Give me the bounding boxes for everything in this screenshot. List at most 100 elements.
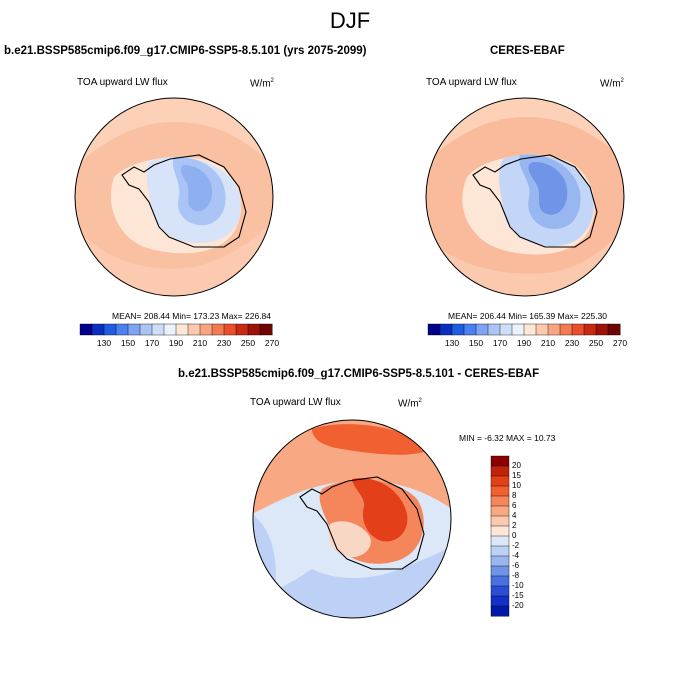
model-colorbar-segment: [103, 323, 117, 336]
model-colorbar-segment: [127, 323, 141, 336]
obs-colorbar-segment: [607, 323, 621, 336]
diff-colorbar-segment: [490, 535, 510, 547]
diff-colorbar-tick-label: -8: [512, 571, 520, 580]
obs-colorbar-segment: [511, 323, 525, 336]
obs-polar-map: [425, 97, 625, 297]
obs-colorbar-tick-label: 150: [468, 338, 484, 348]
model-colorbar-tick-label: 170: [144, 338, 160, 348]
diff-polar-map: [252, 419, 452, 619]
model-units-label: W/m2: [250, 78, 274, 90]
diff-colorbar-segment: [490, 525, 510, 537]
diff-colorbar-tick-label: 2: [512, 521, 517, 530]
obs-colorbar-segment: [535, 323, 549, 336]
obs-colorbar-tick-label: 270: [612, 338, 628, 348]
diff-colorbar-tick-label: -4: [512, 551, 520, 560]
diff-colorbar-tick-label: 20: [512, 461, 521, 470]
diff-units-label: W/m2: [398, 398, 422, 410]
obs-colorbar-tick-label: 230: [564, 338, 580, 348]
model-colorbar-segment: [235, 323, 249, 336]
obs-colorbar-segment: [439, 323, 453, 336]
obs-variable-label: TOA upward LW flux: [426, 77, 517, 88]
diff-colorbar-segment: [490, 505, 510, 517]
diff-colorbar-tick-label: -2: [512, 541, 520, 550]
model-colorbar-segment: [187, 323, 201, 336]
model-colorbar-tick-label: 150: [120, 338, 136, 348]
diff-colorbar-tick-label: 10: [512, 481, 521, 490]
diff-coastline: [299, 476, 425, 570]
obs-colorbar-segment: [487, 323, 501, 336]
diff-colorbar: [490, 455, 510, 617]
model-colorbar-segment: [175, 323, 189, 336]
obs-colorbar-segment: [547, 323, 561, 336]
model-colorbar-segment: [199, 323, 213, 336]
diff-colorbar-segment: [490, 475, 510, 487]
model-colorbar-tick-label: 190: [168, 338, 184, 348]
diff-colorbar-tick-label: -15: [512, 591, 524, 600]
diff-colorbar-tick-label: -10: [512, 581, 524, 590]
model-colorbar-tick-label: 210: [192, 338, 208, 348]
obs-colorbar-segment: [559, 323, 573, 336]
diff-colorbar-segment: [490, 575, 510, 587]
obs-colorbar-tick-label: 170: [492, 338, 508, 348]
main-title: DJF: [329, 8, 371, 33]
obs-colorbar-segment: [499, 323, 513, 336]
model-stats: MEAN= 208.44 Min= 173.23 Max= 226.84: [112, 311, 272, 321]
model-colorbar-segment: [115, 323, 129, 336]
model-colorbar-segment: [259, 323, 273, 336]
obs-colorbar-segment: [571, 323, 585, 336]
model-variable-label: TOA upward LW flux: [77, 77, 168, 88]
diff-colorbar-tick-label: -6: [512, 561, 520, 570]
obs-colorbar-segment: [583, 323, 597, 336]
diff-panel-title: b.e21.BSSP585cmip6.f09_g17.CMIP6-SSP5-8.…: [178, 368, 540, 380]
obs-colorbar-ticks: 130 150 170 190 210 230 250 270: [428, 338, 627, 350]
diff-colorbar-tick-label: -20: [512, 601, 524, 610]
model-coastline: [121, 154, 247, 248]
obs-colorbar-segment: [595, 323, 609, 336]
diff-colorbar-tick-label: 15: [512, 471, 521, 480]
diff-stats: MIN = -6.32 MAX = 10.73: [459, 433, 556, 443]
obs-coastline: [472, 154, 598, 248]
diff-colorbar-tick-label: 6: [512, 501, 517, 510]
obs-stats: MEAN= 206.44 Min= 165.39 Max= 225.30: [448, 311, 608, 321]
obs-colorbar-tick-label: 190: [516, 338, 532, 348]
diff-colorbar-segment: [490, 585, 510, 597]
model-colorbar-segment: [211, 323, 225, 336]
obs-colorbar-segment: [523, 323, 537, 336]
diff-colorbar-tick-label: 8: [512, 491, 517, 500]
obs-colorbar-tick-label: 250: [588, 338, 604, 348]
diff-colorbar-segment: [490, 605, 510, 617]
diff-colorbar-segment: [490, 565, 510, 577]
obs-colorbar-tick-label: 210: [540, 338, 556, 348]
obs-colorbar-segment: [427, 323, 441, 336]
model-colorbar-segment: [91, 323, 105, 336]
diff-colorbar-segment: [490, 595, 510, 607]
obs-colorbar-tick-label: 130: [444, 338, 460, 348]
model-colorbar-segment: [79, 323, 93, 336]
model-colorbar-segment: [139, 323, 153, 336]
model-colorbar-segment: [163, 323, 177, 336]
obs-colorbar-segment: [475, 323, 489, 336]
model-colorbar-ticks: 130 150 170 190 210 230 250 270: [80, 338, 279, 350]
diff-colorbar-segment: [490, 515, 510, 527]
model-colorbar-segment: [151, 323, 165, 336]
diff-colorbar-segment: [490, 465, 510, 477]
diff-colorbar-tick-label: 0: [512, 531, 517, 540]
model-colorbar-tick-label: 270: [264, 338, 280, 348]
model-panel-title: b.e21.BSSP585cmip6.f09_g17.CMIP6-SSP5-8.…: [4, 45, 367, 57]
diff-colorbar-segment: [490, 495, 510, 507]
model-colorbar-tick-label: 230: [216, 338, 232, 348]
diff-colorbar-ticks: 20 15 10 8 6 4 2 0 -2 -4 -6 -8 -10 -15 -20: [512, 456, 542, 616]
obs-panel-title: CERES-EBAF: [490, 45, 565, 57]
model-colorbar-tick-label: 250: [240, 338, 256, 348]
model-colorbar-segment: [223, 323, 237, 336]
diff-colorbar-segment: [490, 485, 510, 497]
model-colorbar-tick-label: 130: [96, 338, 112, 348]
diff-colorbar-segment: [490, 455, 510, 467]
obs-colorbar-segment: [451, 323, 465, 336]
diff-colorbar-tick-label: 4: [512, 511, 517, 520]
obs-colorbar-segment: [463, 323, 477, 336]
diff-variable-label: TOA upward LW flux: [250, 397, 341, 408]
obs-units-label: W/m2: [600, 78, 624, 90]
obs-colorbar: [427, 323, 621, 336]
model-polar-map: [74, 97, 274, 297]
